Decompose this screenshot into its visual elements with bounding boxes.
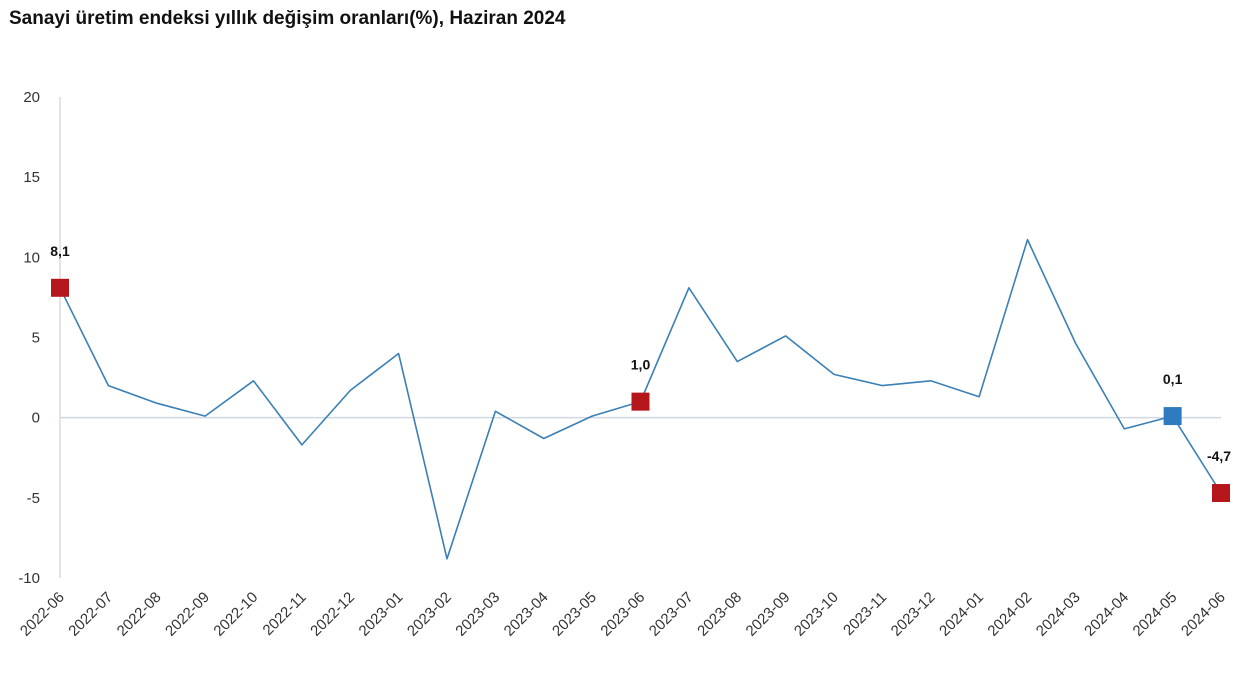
y-tick-label: 0 [32,410,40,427]
x-tick-label: 2024-06 [1178,589,1229,640]
x-tick-label: 2024-04 [1081,589,1132,640]
highlight-marker-2024-05 [1163,407,1182,426]
x-tick-label: 2023-09 [742,589,793,640]
x-tick-label: 2023-04 [501,589,552,640]
x-tick-label: 2022-08 [114,589,165,640]
x-tick-label: 2022-12 [307,589,358,640]
x-tick-label: 2022-07 [65,589,116,640]
x-tick-label: 2024-05 [1129,589,1180,640]
x-tick-label: 2022-11 [260,589,310,639]
highlight-marker-2024-06 [1212,484,1230,503]
y-tick-label: -10 [18,570,40,587]
x-tick-label: 2022-06 [17,589,68,640]
x-tick-label: 2023-02 [404,589,455,640]
data-label-2024-05: 0,1 [1163,371,1183,387]
x-tick-label: 2024-01 [936,589,987,640]
x-tick-label: 2023-06 [597,589,648,640]
y-tick-label: -5 [27,490,40,507]
x-tick-label: 2023-11 [840,589,890,639]
x-tick-label: 2023-07 [646,589,697,640]
y-tick-label: 15 [23,169,40,186]
highlight-markers [51,278,1230,503]
data-labels: 8,1 1,0 0,1 -4,7 [50,243,1231,464]
x-tick-label: 2023-08 [694,589,745,640]
data-label-2024-06: -4,7 [1207,448,1231,464]
highlight-marker-2023-06 [631,392,650,411]
y-tick-label: 20 [23,89,40,106]
y-tick-label: 10 [23,249,40,266]
data-label-2023-06: 1,0 [631,357,651,373]
x-tick-label: 2023-05 [549,589,600,640]
data-label-2022-06: 8,1 [50,243,70,259]
x-tick-label: 2022-10 [210,589,261,640]
x-tick-label: 2023-03 [452,589,503,640]
y-tick-labels: 20 15 10 5 0 -5 -10 [18,89,40,587]
x-tick-label: 2024-02 [984,589,1035,640]
x-tick-label: 2023-01 [355,589,406,640]
x-tick-label: 2024-03 [1033,589,1084,640]
x-tick-label: 2022-09 [162,589,213,640]
x-tick-label: 2023-12 [888,589,939,640]
y-tick-label: 5 [32,330,40,347]
x-tick-label: 2023-10 [791,589,842,640]
highlight-marker-2022-06 [51,278,69,297]
x-tick-labels: 2022-062022-072022-082022-092022-102022-… [17,589,1229,640]
chart-title: Sanayi üretim endeksi yıllık değişim ora… [9,8,566,29]
